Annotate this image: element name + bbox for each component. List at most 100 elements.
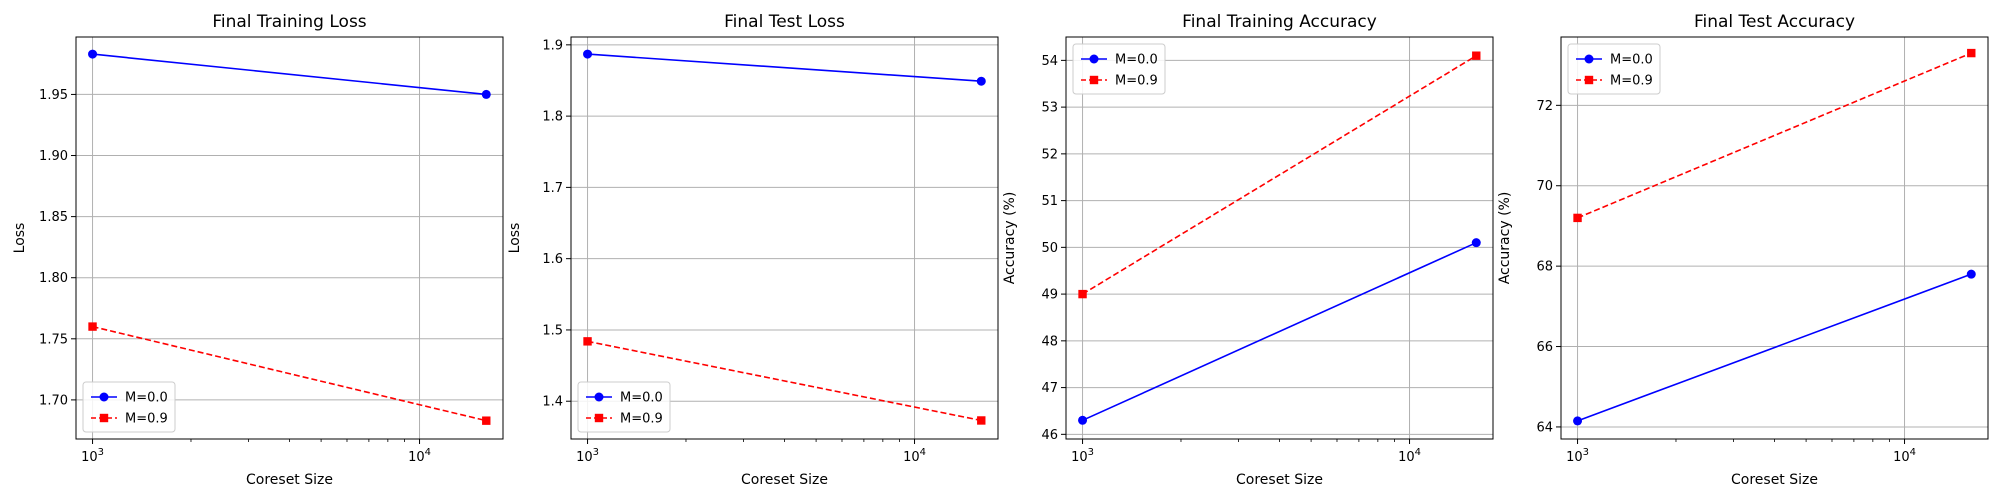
legend-marker xyxy=(1089,75,1099,85)
series-line-2 xyxy=(1082,55,1477,295)
x-tick-label: 104 xyxy=(1893,447,1916,465)
legend-marker xyxy=(99,392,109,402)
x-axis-label: Coreset Size xyxy=(1236,472,1323,488)
legend-marker xyxy=(1089,54,1099,64)
y-tick-label: 1.6 xyxy=(542,252,563,267)
y-tick-label: 47 xyxy=(1041,381,1058,396)
data-point xyxy=(1078,415,1088,425)
data-point xyxy=(88,49,98,59)
y-tick-label: 1.85 xyxy=(39,210,68,225)
x-tick-label: 103 xyxy=(576,447,599,465)
x-axis-label: Coreset Size xyxy=(246,472,333,488)
data-point xyxy=(1573,416,1583,426)
chart-title: Final Test Accuracy xyxy=(1694,12,1855,32)
axes-frame xyxy=(1065,36,1494,440)
y-tick-label: 1.90 xyxy=(39,149,68,164)
y-tick-label: 1.4 xyxy=(542,395,563,410)
x-tick-label: 104 xyxy=(1398,447,1421,465)
legend-label: M=0.9 xyxy=(1115,74,1158,89)
x-tick-label: 103 xyxy=(81,447,104,465)
y-tick-label: 53 xyxy=(1041,101,1058,116)
plot-area xyxy=(1066,37,1493,439)
y-tick-label: 68 xyxy=(1536,260,1553,275)
data-point xyxy=(1573,213,1582,223)
legend-label: M=0.0 xyxy=(620,391,663,406)
chart-panel-3: 103 104 46 47 48 49 50 51 52 53 54 Final Training A… xyxy=(1002,12,1494,488)
data-point xyxy=(1471,238,1481,248)
y-tick-label: 51 xyxy=(1041,194,1058,209)
y-tick-label: 46 xyxy=(1041,428,1058,443)
legend-marker xyxy=(1584,54,1594,64)
x-tick-label: 104 xyxy=(903,447,926,465)
series-line-1 xyxy=(587,53,982,82)
legend: M=0.0 M=0.9 xyxy=(1072,43,1166,95)
legend-marker xyxy=(594,413,604,423)
y-tick-label: 72 xyxy=(1536,99,1553,114)
data-point xyxy=(1966,269,1976,279)
y-tick-label: 1.9 xyxy=(542,38,563,53)
legend-marker xyxy=(99,413,109,423)
y-tick-label: 52 xyxy=(1041,147,1058,162)
plot-area xyxy=(571,37,998,439)
y-tick-label: 1.75 xyxy=(39,332,68,347)
x-axis-label: Coreset Size xyxy=(1731,472,1818,488)
data-point xyxy=(1967,48,1976,58)
chart-panel-2: 103 104 1.4 1.5 1.6 1.7 1.8 1.9 Final Test Loss C… xyxy=(507,12,999,488)
y-tick-label: 1.8 xyxy=(542,110,563,125)
axes-frame xyxy=(75,36,504,440)
x-tick-label: 103 xyxy=(1566,447,1589,465)
y-tick-label: 70 xyxy=(1536,179,1553,194)
y-axis-label: Accuracy (%) xyxy=(1002,192,1018,285)
chart-title: Final Training Accuracy xyxy=(1182,12,1377,32)
axes-frame xyxy=(1560,36,1989,440)
data-point xyxy=(1472,51,1481,60)
legend: M=0.0 M=0.9 xyxy=(577,381,671,433)
y-tick-label: 48 xyxy=(1041,334,1058,349)
plot-area xyxy=(76,37,503,439)
legend-label: M=0.9 xyxy=(125,412,168,427)
data-point xyxy=(583,337,592,346)
data-point xyxy=(481,89,491,99)
y-axis-label: Loss xyxy=(12,223,28,254)
legend-marker xyxy=(594,392,604,402)
y-tick-label: 1.95 xyxy=(39,88,68,103)
data-point xyxy=(977,416,986,425)
legend-label: M=0.9 xyxy=(620,412,663,427)
series-line-2 xyxy=(92,325,487,422)
y-tick-label: 1.5 xyxy=(542,323,563,338)
data-point xyxy=(482,416,491,425)
x-axis-label: Coreset Size xyxy=(741,472,828,488)
series-line-2 xyxy=(1577,52,1972,219)
y-axis-label: Loss xyxy=(507,223,523,254)
legend: M=0.0 M=0.9 xyxy=(82,381,176,433)
legend: M=0.0 M=0.9 xyxy=(1567,43,1661,95)
legend-label: M=0.0 xyxy=(125,391,168,406)
data-point xyxy=(1078,289,1087,299)
y-tick-label: 54 xyxy=(1041,54,1058,69)
legend-label: M=0.9 xyxy=(1610,74,1653,89)
y-tick-label: 49 xyxy=(1041,288,1058,303)
y-axis-label: Accuracy (%) xyxy=(1497,192,1513,285)
series-line-2 xyxy=(587,340,982,422)
axes-frame xyxy=(570,36,999,440)
legend-marker xyxy=(1584,75,1594,85)
legend-label: M=0.0 xyxy=(1115,53,1158,68)
series-line-1 xyxy=(1577,273,1972,422)
data-point xyxy=(976,76,986,86)
plot-area xyxy=(1561,37,1988,439)
chart-title: Final Test Loss xyxy=(724,12,845,32)
y-tick-label: 50 xyxy=(1041,241,1058,256)
y-tick-label: 1.80 xyxy=(39,271,68,286)
x-tick-label: 103 xyxy=(1071,447,1094,465)
series-line-1 xyxy=(1082,241,1477,422)
chart-panel-1: 103 104 1.70 1.75 1.80 1.85 1.90 1.95 Final Trai… xyxy=(12,12,504,488)
y-tick-label: 1.70 xyxy=(39,393,68,408)
series-line-1 xyxy=(92,53,487,96)
data-point xyxy=(88,322,97,331)
y-tick-label: 64 xyxy=(1536,420,1553,435)
data-point xyxy=(583,49,593,59)
chart-title: Final Training Loss xyxy=(212,12,366,32)
legend-label: M=0.0 xyxy=(1610,53,1653,68)
y-tick-label: 66 xyxy=(1536,340,1553,355)
